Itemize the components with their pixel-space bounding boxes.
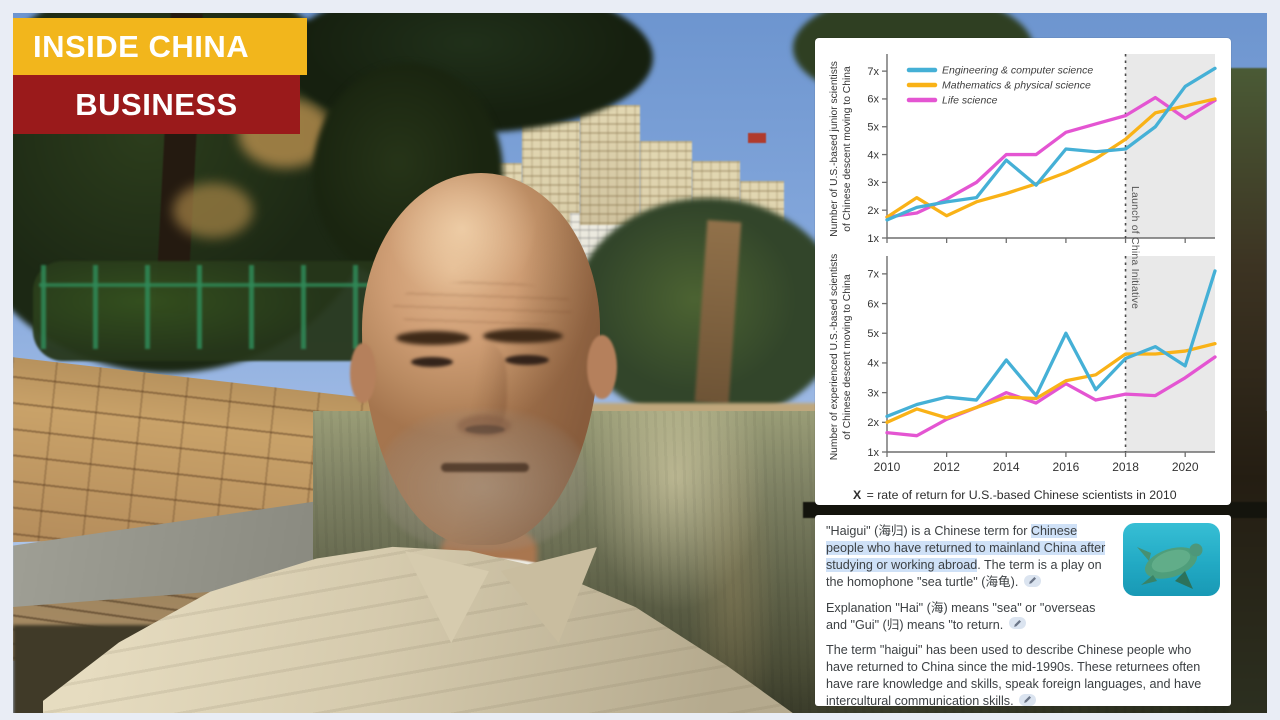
experienced-scientists-line-chart: 1x 2x 3x 4x 5x 6x 7x 2010 2012 2014 2016 2018 2020 Nu…	[829, 254, 1217, 474]
svg-text:of Chinese descent moving to C: of Chinese descent moving to China	[842, 274, 853, 440]
left-eyebrow	[396, 331, 470, 345]
svg-text:2020: 2020	[1172, 460, 1199, 474]
svg-text:Mathematics & physical science: Mathematics & physical science	[942, 80, 1091, 92]
junior-scientists-line-chart: 1x 2x 3x 4x 5x 6x 7x Engineering & computer sci…	[829, 54, 1217, 245]
shadow-band	[803, 502, 1267, 518]
show-subtitle-banner: BUSINESS	[13, 75, 300, 134]
svg-text:2014: 2014	[993, 460, 1020, 474]
svg-text:2x: 2x	[867, 417, 879, 429]
body-text: Explanation "Hai" (海) means "sea" or "ov…	[826, 600, 1096, 632]
right-eye	[505, 355, 549, 365]
haigui-paragraph-3: The term "haigui" has been used to descr…	[826, 642, 1220, 706]
citation-link-icon[interactable]	[1023, 574, 1041, 587]
svg-text:6x: 6x	[867, 298, 879, 310]
show-title-banner: INSIDE CHINA	[13, 18, 307, 75]
red-rooftop-sign	[748, 133, 766, 143]
svg-text:1x: 1x	[867, 233, 879, 245]
highlighted-text: Chinese people who have returned to main…	[826, 524, 1106, 573]
svg-text:Life science: Life science	[942, 95, 998, 107]
green-fence	[33, 261, 403, 361]
building-tower	[580, 105, 640, 225]
svg-text:1x: 1x	[867, 447, 879, 459]
svg-text:2016: 2016	[1053, 460, 1080, 474]
citation-link-icon[interactable]	[1019, 693, 1037, 706]
body-text: . The term is a play on the homophone "s…	[826, 558, 1102, 590]
left-ear	[350, 343, 376, 403]
gray-stubble	[379, 409, 587, 551]
mouth	[441, 463, 529, 472]
tree-trunk-right-edge	[1229, 68, 1267, 713]
right-ear	[587, 335, 617, 399]
haigui-paragraph-2: Explanation "Hai" (海) means "sea" or "ov…	[826, 600, 1220, 634]
svg-text:7x: 7x	[867, 269, 879, 281]
svg-text:Engineering & computer science: Engineering & computer science	[942, 65, 1093, 77]
svg-text:5x: 5x	[867, 328, 879, 340]
sea-turtle-illustration	[1123, 523, 1220, 596]
left-eye	[411, 357, 453, 367]
svg-text:7x: 7x	[867, 66, 879, 78]
svg-text:6x: 6x	[867, 94, 879, 106]
body-text: "Haigui" (海归) is a Chinese term for	[826, 524, 1031, 538]
svg-text:Number of experienced U.S.-bas: Number of experienced U.S.-based scienti…	[829, 254, 840, 461]
banner-subtitle-text: BUSINESS	[75, 86, 238, 122]
scientists-chart-panel: 1x 2x 3x 4x 5x 6x 7x Engineering & computer sci…	[815, 38, 1231, 505]
svg-text:2x: 2x	[867, 205, 879, 217]
haigui-definition-panel: "Haigui" (海归) is a Chinese term for Chin…	[815, 515, 1231, 706]
citation-link-icon[interactable]	[1008, 617, 1026, 630]
haigui-paragraphs: "Haigui" (海归) is a Chinese term for Chin…	[826, 523, 1220, 706]
video-frame[interactable]: INSIDE CHINA BUSINESS 1x 2x 3x 4x 5x 6x 7x Engi…	[13, 13, 1267, 713]
svg-text:2018: 2018	[1112, 460, 1139, 474]
svg-text:3x: 3x	[867, 387, 879, 399]
right-eyebrow	[483, 329, 563, 343]
china-initiative-annotation: Launch of China Initiative	[1129, 186, 1141, 310]
svg-text:4x: 4x	[867, 149, 879, 161]
svg-text:4x: 4x	[867, 358, 879, 370]
svg-text:2012: 2012	[933, 460, 960, 474]
chart-caption: X = rate of return for U.S.-based Chines…	[853, 488, 1177, 502]
sunlit-leaves	[173, 183, 253, 238]
svg-text:of Chinese descent moving to C: of Chinese descent moving to China	[842, 66, 853, 232]
body-text: The term "haigui" has been used to descr…	[826, 642, 1202, 706]
svg-text:2010: 2010	[874, 460, 901, 474]
banner-title-text: INSIDE CHINA	[33, 28, 250, 64]
sea-turtle-photo[interactable]	[1123, 523, 1220, 596]
svg-text:3x: 3x	[867, 177, 879, 189]
svg-text:Number of U.S.-based junior sc: Number of U.S.-based junior scientists	[829, 61, 840, 237]
haigui-paragraph-1: "Haigui" (海归) is a Chinese term for Chin…	[826, 523, 1220, 592]
svg-text:5x: 5x	[867, 122, 879, 134]
forehead	[393, 281, 573, 333]
